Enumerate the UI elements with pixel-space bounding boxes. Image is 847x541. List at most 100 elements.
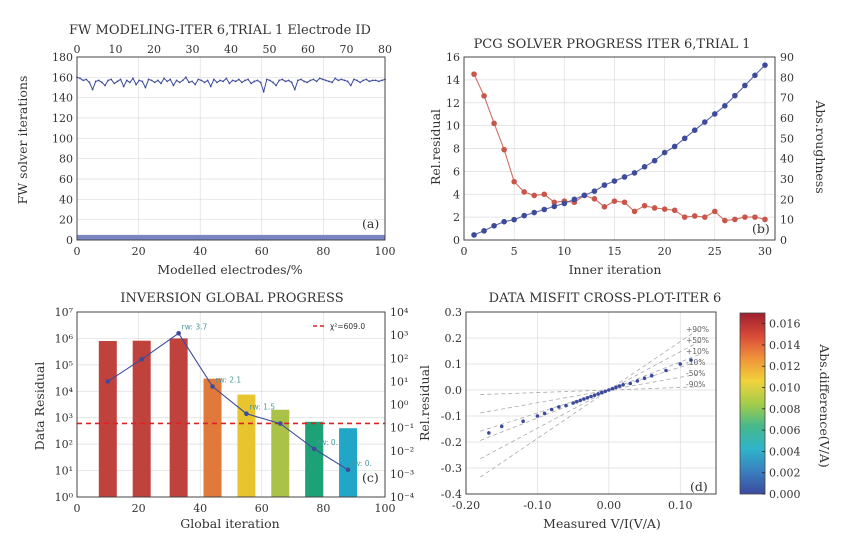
panel-c-xtick: 100 (375, 502, 396, 515)
panel-a-point (79, 77, 82, 80)
panel-a-point (110, 78, 113, 81)
panel-a-point (300, 78, 302, 81)
panel-a-ytick: 160 (52, 71, 73, 84)
panel-b-ylabel-right: Abs.roughness (813, 99, 828, 193)
panel-c-point (345, 467, 351, 473)
panel-a-point (362, 79, 365, 82)
panel-a-point (172, 84, 175, 87)
panel-b-xlabel: Inner iteration (569, 262, 662, 277)
panel-a-point (328, 80, 330, 83)
panel-d-point (664, 368, 668, 373)
panel-a-point (122, 85, 125, 88)
panel-a-top-xtick: 0 (74, 43, 81, 56)
panel-b-residual-point (491, 120, 497, 127)
panel-c-bar (237, 394, 256, 497)
panel-b-ytick-right: 20 (780, 193, 794, 206)
panel-b-roughness-point (531, 209, 538, 216)
panel-c-legend-label: χ²=609.0 (330, 322, 365, 331)
panel-a-point (324, 79, 327, 82)
panel-a-point (144, 86, 147, 89)
panel-a-point (262, 90, 265, 93)
panel-a-xtick: 40 (193, 245, 207, 258)
panel-d-point (535, 414, 540, 418)
panel-c-ytick: 10⁴ (55, 385, 74, 398)
panel-d-point (557, 405, 561, 409)
panel-a-point (150, 79, 153, 82)
panel-d-label: (d) (690, 479, 708, 494)
panel-d-point (596, 392, 600, 396)
panel-a-point (169, 78, 172, 81)
panel-d-guide-label: -50% (686, 369, 705, 378)
panel-d-point (571, 401, 575, 405)
panel-a-xtick: 0 (74, 245, 81, 258)
panel-b-title: PCG SOLVER PROGRESS ITER 6,TRIAL 1 (474, 37, 751, 52)
panel-d-guide-label: +90% (686, 325, 709, 334)
panel-d-title: DATA MISFIT CROSS-PLOT-ITER 6 (489, 291, 722, 306)
panel-b-roughness-point (671, 143, 678, 150)
panel-a-point (287, 79, 290, 82)
panel-b-residual-point (541, 191, 548, 198)
panel-c-point (277, 421, 283, 426)
panel-b-ytick-right: 10 (780, 214, 794, 227)
panel-a-point (281, 78, 284, 81)
panel-b-roughness-point (601, 182, 608, 188)
panel-b-roughness-point (712, 111, 718, 117)
panel-a-point (104, 84, 106, 87)
panel-d-point (689, 358, 693, 362)
panel-c-annotation: rw: 0. (351, 459, 372, 468)
panel-a-point (340, 78, 343, 81)
panel-b-residual-point (722, 217, 728, 224)
panel-c-annotation: rw: 1.5 (249, 403, 275, 412)
panel-b-ytick-right: 50 (780, 132, 794, 145)
panel-d-point (607, 388, 611, 392)
panel-b-roughness-point (581, 192, 588, 199)
panel-c-inversion: INVERSION GLOBAL PROGRESS Data Residual … (32, 291, 415, 531)
panel-b-roughness-point (651, 157, 658, 164)
panel-c-xtick: 80 (316, 502, 330, 515)
panel-c-bar (271, 409, 290, 497)
panel-c-bar (132, 340, 151, 497)
panel-c-ytick: 10⁶ (55, 332, 74, 345)
panel-a-point (200, 79, 203, 82)
panel-a-point (303, 80, 306, 83)
panel-a-point (228, 82, 231, 85)
panel-b-roughness-point (511, 216, 517, 223)
panel-b-residual-point (601, 204, 608, 210)
panel-a-point (206, 79, 209, 82)
panel-a-frame (76, 56, 386, 241)
panel-c-ytick-right: 10⁻⁴ (390, 491, 415, 504)
panel-a-point (85, 78, 88, 81)
panel-c-xtick: 60 (255, 502, 269, 515)
panel-b-residual-point (742, 214, 748, 220)
panel-a-top-xtick: 80 (378, 43, 392, 56)
panel-a-point (219, 79, 222, 82)
panel-a-point (315, 80, 318, 83)
panel-a-point (356, 79, 358, 82)
panel-a-point (94, 80, 97, 83)
panel-b-roughness-point (541, 206, 548, 213)
panel-b-xtick: 20 (658, 245, 672, 258)
panel-b-roughness-point (491, 222, 497, 229)
panel-d-point (678, 362, 683, 366)
panel-a-point (132, 77, 134, 80)
panel-b-xtick: 5 (511, 245, 518, 258)
panel-d-point (549, 407, 554, 412)
panel-b-ytick-right: 0 (780, 234, 787, 247)
panel-c-ytick: 10¹ (55, 465, 73, 478)
panel-b-roughness-point (661, 149, 668, 156)
panel-a-point (197, 78, 200, 81)
panel-d-guide-label: +10% (686, 347, 709, 356)
panel-d-guide-label: +50% (686, 336, 709, 345)
panel-c-ytick-right: 10⁻¹ (390, 422, 414, 435)
panel-a-point (194, 83, 197, 86)
colorbar-tick: 0.008 (769, 403, 801, 416)
panel-c-ytick-right: 10³ (390, 329, 408, 342)
panel-a-ytick: 120 (52, 112, 73, 125)
panel-c-title: INVERSION GLOBAL PROGRESS (120, 291, 343, 306)
panel-b-roughness-point (591, 188, 598, 194)
panel-b-ytick: 2 (453, 211, 460, 224)
panel-c-ytick: 10⁷ (55, 306, 74, 319)
panel-a-point (212, 78, 215, 81)
panel-a-point (377, 80, 380, 83)
